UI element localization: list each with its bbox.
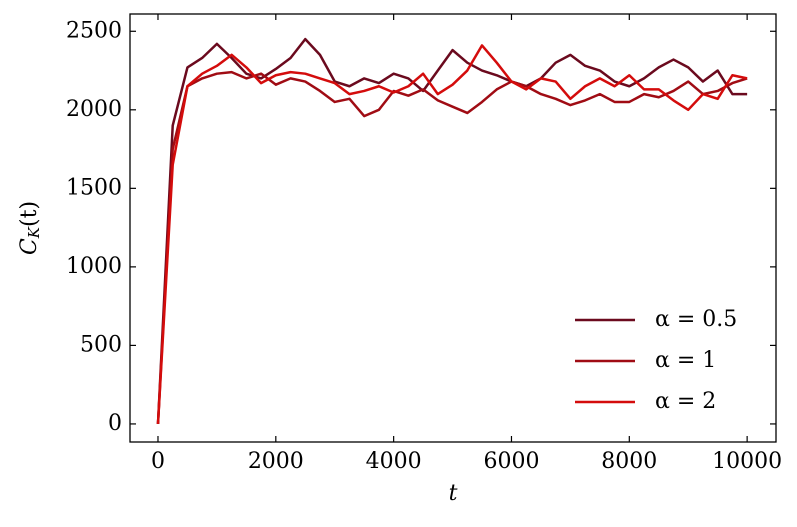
legend-label: α = 2 — [655, 389, 716, 414]
x-tick-label: 0 — [151, 449, 165, 474]
y-label-rest: (t) — [17, 201, 42, 227]
series-line — [156, 70, 748, 425]
legend-label: α = 0.5 — [655, 307, 737, 332]
y-tick-label: 2500 — [66, 18, 122, 43]
y-tick-label: 2000 — [66, 97, 122, 122]
x-tick-label: 6000 — [483, 449, 539, 474]
y-tick-label: 500 — [80, 332, 122, 357]
series-line — [156, 44, 748, 425]
x-tick-label: 4000 — [366, 449, 422, 474]
x-tick-label: 2000 — [248, 449, 304, 474]
y-tick-label: 1500 — [66, 175, 122, 200]
y-label-base: C — [17, 238, 42, 255]
plot-frame — [129, 13, 777, 443]
y-axis-label: CK(t) — [17, 201, 43, 255]
y-tick-label: 1000 — [66, 254, 122, 279]
legend-label: α = 1 — [655, 348, 716, 373]
y-label-sub: K — [25, 226, 43, 239]
x-tick-label: 8000 — [601, 449, 657, 474]
x-tick-label: 10000 — [712, 449, 782, 474]
x-axis-label: t — [449, 481, 458, 506]
y-tick-label: 0 — [108, 411, 122, 436]
